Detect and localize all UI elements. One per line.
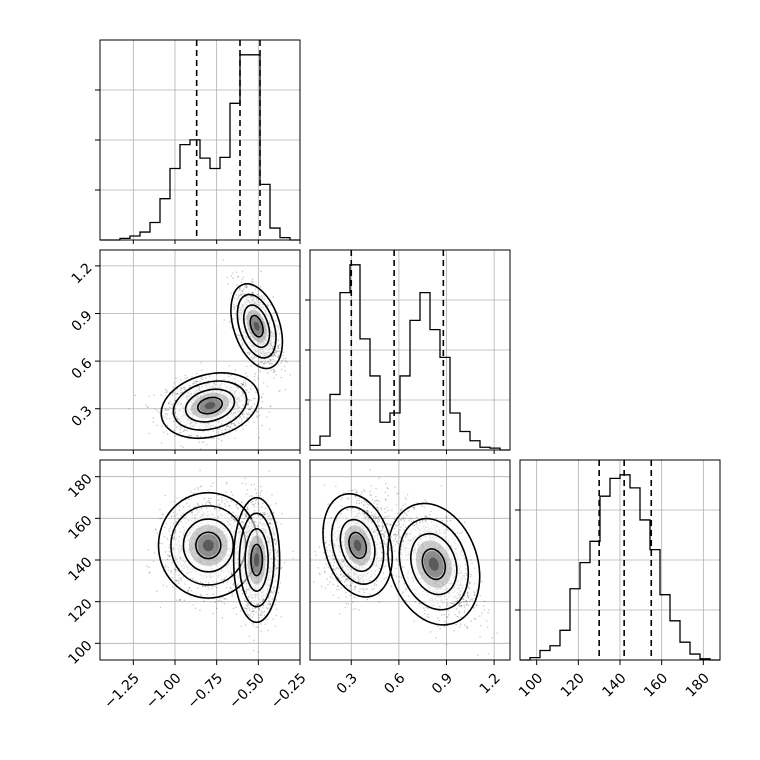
scatter-panel-0	[99, 249, 301, 451]
contour-level-3	[230, 283, 284, 370]
density-core	[254, 553, 260, 567]
x-axis-param-1: 0.3 0.6 0.9 1.2	[334, 660, 504, 697]
contour-level-2	[236, 293, 277, 359]
contour-level-1	[244, 528, 269, 592]
x-tick-label: 0.3	[334, 670, 361, 697]
histogram-panel-2	[515, 459, 721, 661]
contour-level-1	[410, 532, 458, 596]
x-tick-label: −0.75	[185, 670, 227, 712]
density-core	[202, 539, 214, 552]
x-tick-label: 0.6	[381, 670, 408, 697]
contour-level-0	[421, 548, 447, 581]
contour-level-1	[243, 304, 271, 349]
contour-level-2	[172, 380, 248, 431]
contour-level-2	[238, 512, 275, 608]
x-tick-label: 0.9	[429, 670, 456, 697]
y-tick-label: 1.2	[69, 260, 96, 287]
contour-level-1	[182, 518, 235, 573]
panel-content	[310, 460, 510, 660]
panel-frame	[309, 249, 511, 451]
contour-level-0	[195, 531, 222, 560]
panel-frame	[99, 39, 301, 241]
contour-level-1	[184, 388, 236, 423]
y-axis-param-1: 0.3 0.6 0.9 1.2	[69, 260, 100, 430]
contour-level-0	[196, 396, 224, 415]
panel-content	[100, 460, 300, 660]
contour-level-3	[387, 502, 481, 626]
x-tick-label: 1.2	[477, 670, 504, 697]
density-core	[253, 321, 260, 331]
contour-level-2	[398, 517, 470, 611]
x-tick-label: 180	[683, 670, 713, 700]
histogram-step	[520, 474, 720, 661]
y-tick-label: 120	[65, 596, 95, 626]
x-tick-label: −0.50	[226, 670, 268, 712]
scatter-panel-1	[99, 459, 301, 661]
x-axis-param-2: 100 120 140 160 180	[516, 660, 713, 701]
histogram-panel-0	[95, 39, 301, 241]
contour-level-1	[339, 518, 376, 573]
y-tick-label: 100	[65, 638, 95, 668]
density-core	[353, 539, 362, 552]
y-tick-label: 0.3	[69, 403, 96, 430]
y-tick-label: 0.6	[69, 355, 96, 382]
x-tick-label: 140	[599, 670, 629, 700]
x-tick-label: 120	[558, 670, 588, 700]
contour-level-0	[348, 531, 368, 560]
x-tick-label: 160	[641, 670, 671, 700]
panel-frame	[309, 459, 511, 661]
panel-frame	[99, 249, 301, 451]
histogram-panel-1	[305, 249, 511, 451]
contour-level-3	[160, 372, 260, 439]
contour-level-0	[250, 543, 264, 577]
contour-level-3	[232, 496, 281, 624]
y-tick-label: 140	[65, 554, 95, 584]
density-core	[204, 402, 216, 410]
contour-level-2	[330, 505, 385, 585]
contour-level-0	[249, 314, 264, 338]
histogram-step	[100, 54, 300, 241]
y-axis-param-2: 100 120 140 160 180	[65, 471, 100, 668]
x-tick-label: −1.00	[143, 670, 185, 712]
x-tick-label: −1.25	[101, 670, 143, 712]
y-tick-label: 160	[65, 513, 95, 543]
x-axis-param-0: −1.25 −1.00 −0.75 −0.50 −0.25	[101, 660, 310, 712]
y-tick-label: 180	[65, 471, 95, 501]
scatter-panel-2	[309, 459, 511, 661]
density-core	[428, 557, 439, 571]
x-tick-label: −0.25	[268, 670, 310, 712]
y-tick-label: 0.9	[69, 308, 96, 335]
histogram-step	[310, 264, 510, 451]
x-tick-label: 100	[516, 670, 546, 700]
panel-content	[100, 250, 300, 450]
